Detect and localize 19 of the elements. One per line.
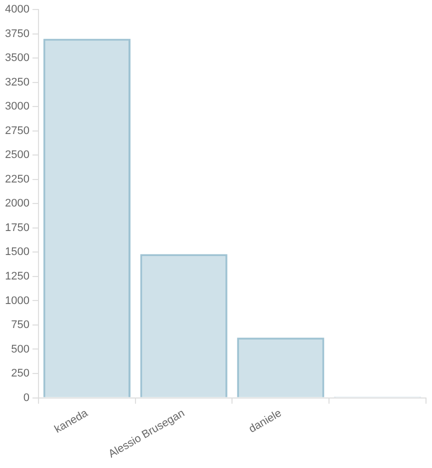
y-tick-label: 3500 xyxy=(4,52,30,64)
y-tick-label: 1000 xyxy=(4,294,30,307)
y-tick-label: 250 xyxy=(11,368,30,380)
y-tick-label: 3250 xyxy=(4,76,30,88)
y-tick-label: 3000 xyxy=(4,100,30,113)
y-tick-label: 0 xyxy=(23,392,30,404)
y-tick-label: 500 xyxy=(11,343,30,356)
bar xyxy=(43,38,131,398)
y-tick-label: 2500 xyxy=(4,149,30,162)
y-tick-label: 3750 xyxy=(4,28,30,40)
y-tick-label: 2000 xyxy=(4,198,30,210)
y-tick-label: 2750 xyxy=(4,124,30,137)
bar xyxy=(237,338,324,398)
y-tick-label: 1250 xyxy=(4,270,30,282)
y-tick-label: 4000 xyxy=(4,4,30,16)
y-tick-label: 1750 xyxy=(4,222,30,234)
y-tick-label: 1500 xyxy=(4,246,30,258)
y-tick-label: 750 xyxy=(11,319,30,332)
y-tick-label: 2250 xyxy=(4,173,30,186)
